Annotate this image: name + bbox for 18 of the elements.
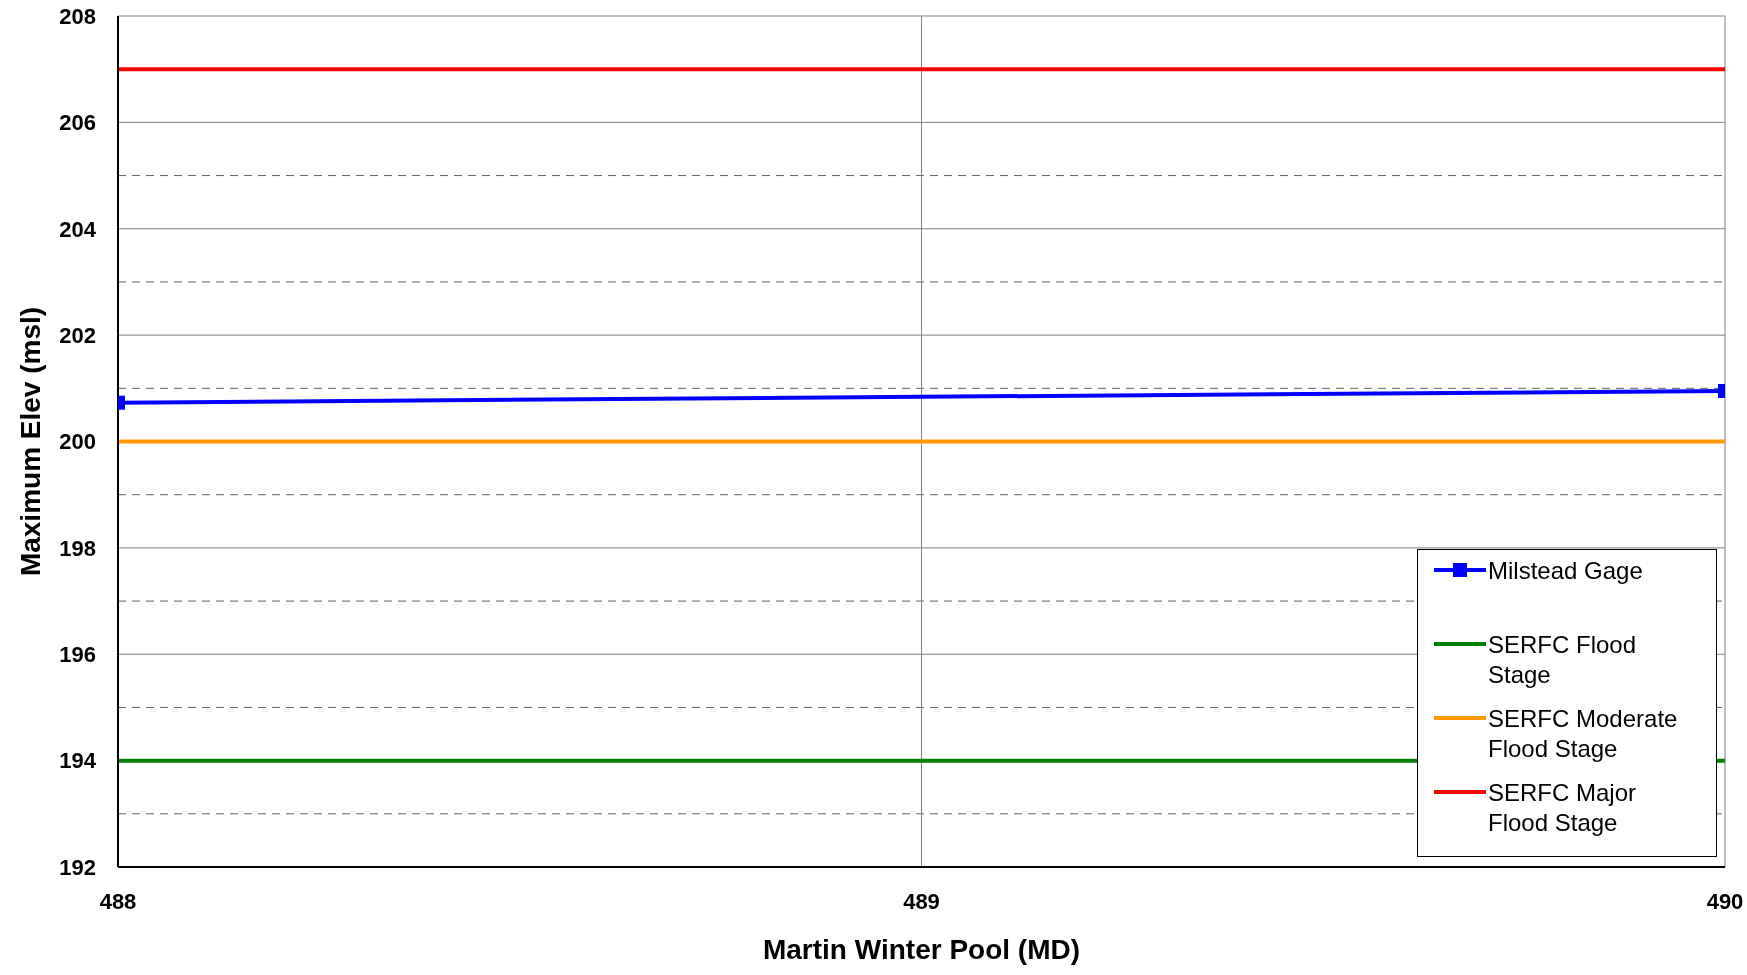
x-tick-label: 488: [99, 888, 137, 914]
legend-label: SERFC Major Flood Stage: [1488, 778, 1638, 838]
y-tick-label: 208: [59, 3, 96, 29]
x-axis-title: Martin Winter Pool (MD): [762, 934, 1081, 965]
y-tick-label: 206: [59, 110, 96, 136]
y-tick-label: 202: [59, 322, 96, 348]
x-tick-label: 489: [903, 888, 940, 914]
y-tick-label: 204: [59, 216, 97, 242]
legend-label: SERFC Flood Stage: [1488, 630, 1638, 690]
y-tick-label: 200: [59, 429, 96, 455]
y-tick-label: 194: [59, 748, 97, 774]
y-axis-title: Maximum Elev (msl): [14, 306, 46, 577]
y-tick-label: 192: [59, 854, 96, 880]
y-tick-label: 198: [59, 535, 96, 561]
legend-label: SERFC Moderate Flood Stage: [1488, 704, 1679, 764]
x-tick-label: 490: [1706, 888, 1744, 914]
legend-label: Milstead Gage: [1488, 556, 1643, 586]
y-tick-label: 196: [59, 642, 96, 668]
